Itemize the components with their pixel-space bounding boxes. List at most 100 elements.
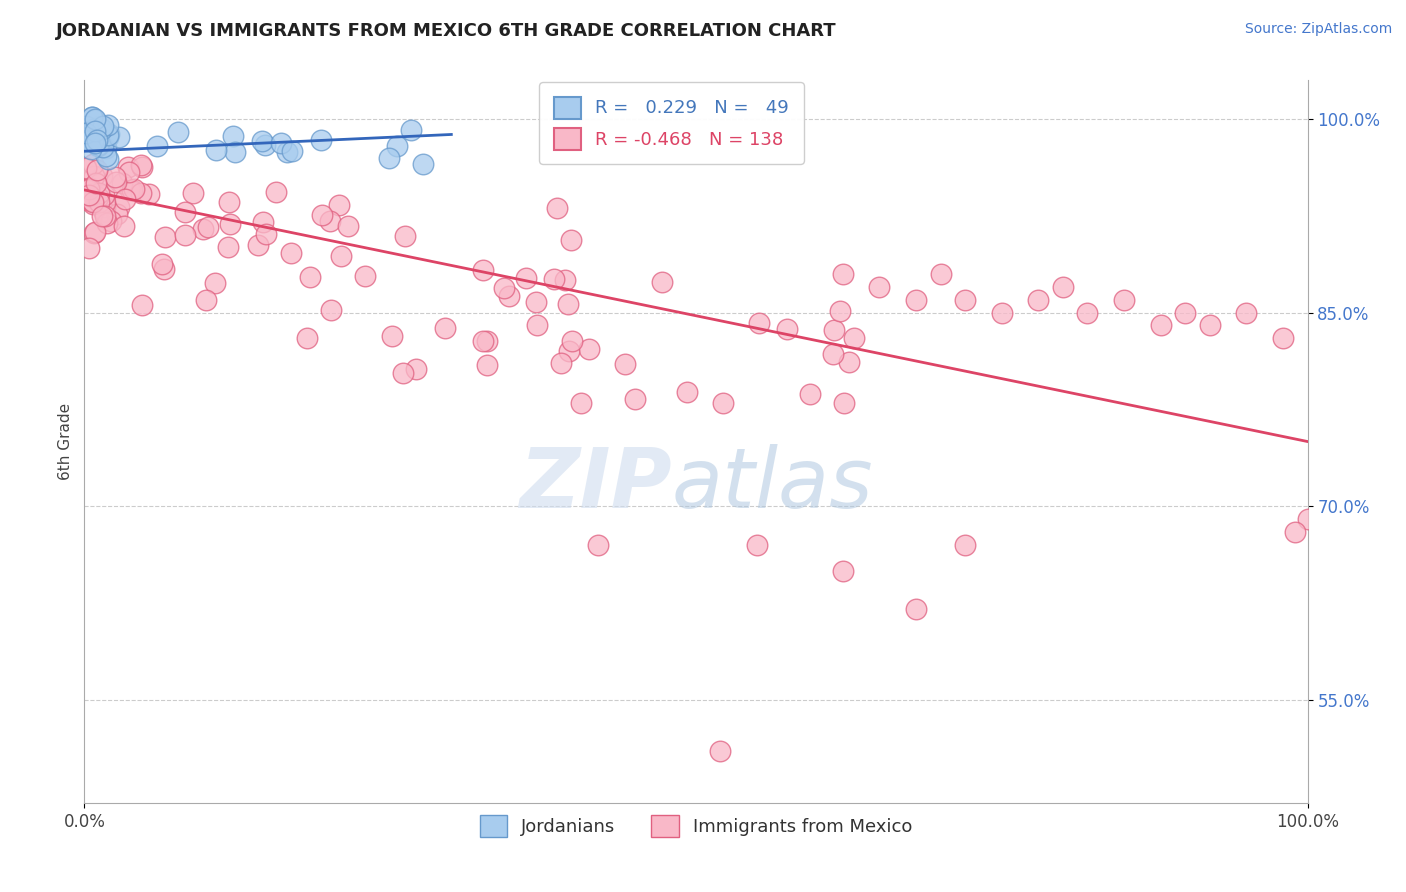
Point bbox=[87, 195, 110, 210]
Point bbox=[97, 118, 120, 132]
Point bbox=[492, 281, 515, 295]
Point bbox=[197, 220, 219, 235]
Point bbox=[167, 125, 190, 139]
Point bbox=[256, 227, 278, 241]
Point bbox=[205, 143, 228, 157]
Point bbox=[498, 289, 520, 303]
Point bbox=[138, 187, 160, 202]
Point bbox=[614, 357, 637, 371]
Point bbox=[651, 276, 673, 290]
Y-axis label: 6th Grade: 6th Grade bbox=[58, 403, 73, 480]
Point bbox=[75, 186, 97, 201]
Point bbox=[254, 138, 277, 153]
Point bbox=[270, 136, 292, 151]
Point bbox=[83, 122, 105, 136]
Point bbox=[543, 272, 565, 286]
Point bbox=[554, 272, 576, 286]
Point bbox=[991, 305, 1014, 319]
Point bbox=[86, 133, 108, 147]
Text: JORDANIAN VS IMMIGRANTS FROM MEXICO 6TH GRADE CORRELATION CHART: JORDANIAN VS IMMIGRANTS FROM MEXICO 6TH … bbox=[56, 22, 837, 40]
Point bbox=[121, 183, 143, 197]
Point bbox=[953, 293, 976, 307]
Point bbox=[75, 161, 97, 176]
Point bbox=[524, 295, 547, 310]
Point bbox=[91, 120, 114, 134]
Point bbox=[392, 366, 415, 380]
Point bbox=[838, 355, 860, 369]
Point bbox=[557, 344, 579, 359]
Point bbox=[546, 202, 568, 216]
Point bbox=[107, 207, 129, 221]
Point bbox=[624, 392, 647, 407]
Point bbox=[905, 602, 928, 616]
Point bbox=[87, 120, 110, 134]
Point bbox=[146, 138, 169, 153]
Point bbox=[295, 331, 318, 345]
Point bbox=[94, 149, 117, 163]
Point bbox=[378, 151, 401, 165]
Point bbox=[246, 238, 269, 252]
Point bbox=[276, 145, 298, 159]
Point bbox=[83, 136, 105, 150]
Point bbox=[354, 268, 377, 283]
Point bbox=[96, 141, 118, 155]
Point bbox=[561, 334, 583, 349]
Point bbox=[1076, 305, 1098, 319]
Point bbox=[103, 169, 125, 184]
Point bbox=[831, 267, 853, 281]
Point bbox=[319, 302, 342, 317]
Point bbox=[114, 192, 136, 206]
Point bbox=[1052, 279, 1074, 293]
Point bbox=[399, 123, 422, 137]
Point bbox=[97, 130, 120, 145]
Point bbox=[709, 744, 731, 758]
Point bbox=[110, 177, 132, 191]
Point bbox=[91, 169, 114, 184]
Point bbox=[91, 140, 114, 154]
Point bbox=[86, 123, 108, 137]
Point bbox=[471, 334, 494, 349]
Point bbox=[80, 143, 103, 157]
Point bbox=[550, 356, 572, 370]
Point bbox=[77, 182, 100, 196]
Point bbox=[82, 194, 104, 209]
Point bbox=[93, 187, 115, 202]
Point bbox=[515, 271, 537, 285]
Point bbox=[93, 205, 115, 219]
Point bbox=[475, 334, 498, 348]
Point bbox=[100, 213, 122, 227]
Point bbox=[77, 134, 100, 148]
Point bbox=[329, 249, 352, 263]
Point bbox=[112, 219, 135, 233]
Point bbox=[79, 180, 101, 194]
Point bbox=[832, 396, 855, 410]
Point bbox=[93, 195, 115, 210]
Point bbox=[131, 160, 153, 174]
Point bbox=[87, 137, 110, 152]
Point bbox=[77, 187, 100, 202]
Point bbox=[77, 128, 100, 142]
Point bbox=[83, 112, 105, 127]
Point bbox=[831, 564, 853, 578]
Text: atlas: atlas bbox=[672, 444, 873, 525]
Point bbox=[309, 133, 332, 147]
Point bbox=[319, 214, 342, 228]
Point bbox=[471, 263, 494, 277]
Point bbox=[252, 215, 274, 229]
Point bbox=[131, 298, 153, 312]
Point bbox=[89, 186, 111, 200]
Point bbox=[953, 538, 976, 552]
Point bbox=[97, 153, 120, 167]
Point bbox=[91, 210, 114, 224]
Point bbox=[122, 182, 145, 196]
Point bbox=[1198, 318, 1220, 333]
Point bbox=[264, 186, 287, 200]
Point bbox=[676, 384, 699, 399]
Point bbox=[385, 139, 408, 153]
Point bbox=[1174, 305, 1197, 319]
Point bbox=[75, 187, 97, 202]
Point bbox=[79, 128, 101, 143]
Point bbox=[83, 125, 105, 139]
Text: ZIP: ZIP bbox=[519, 444, 672, 525]
Point bbox=[93, 204, 115, 219]
